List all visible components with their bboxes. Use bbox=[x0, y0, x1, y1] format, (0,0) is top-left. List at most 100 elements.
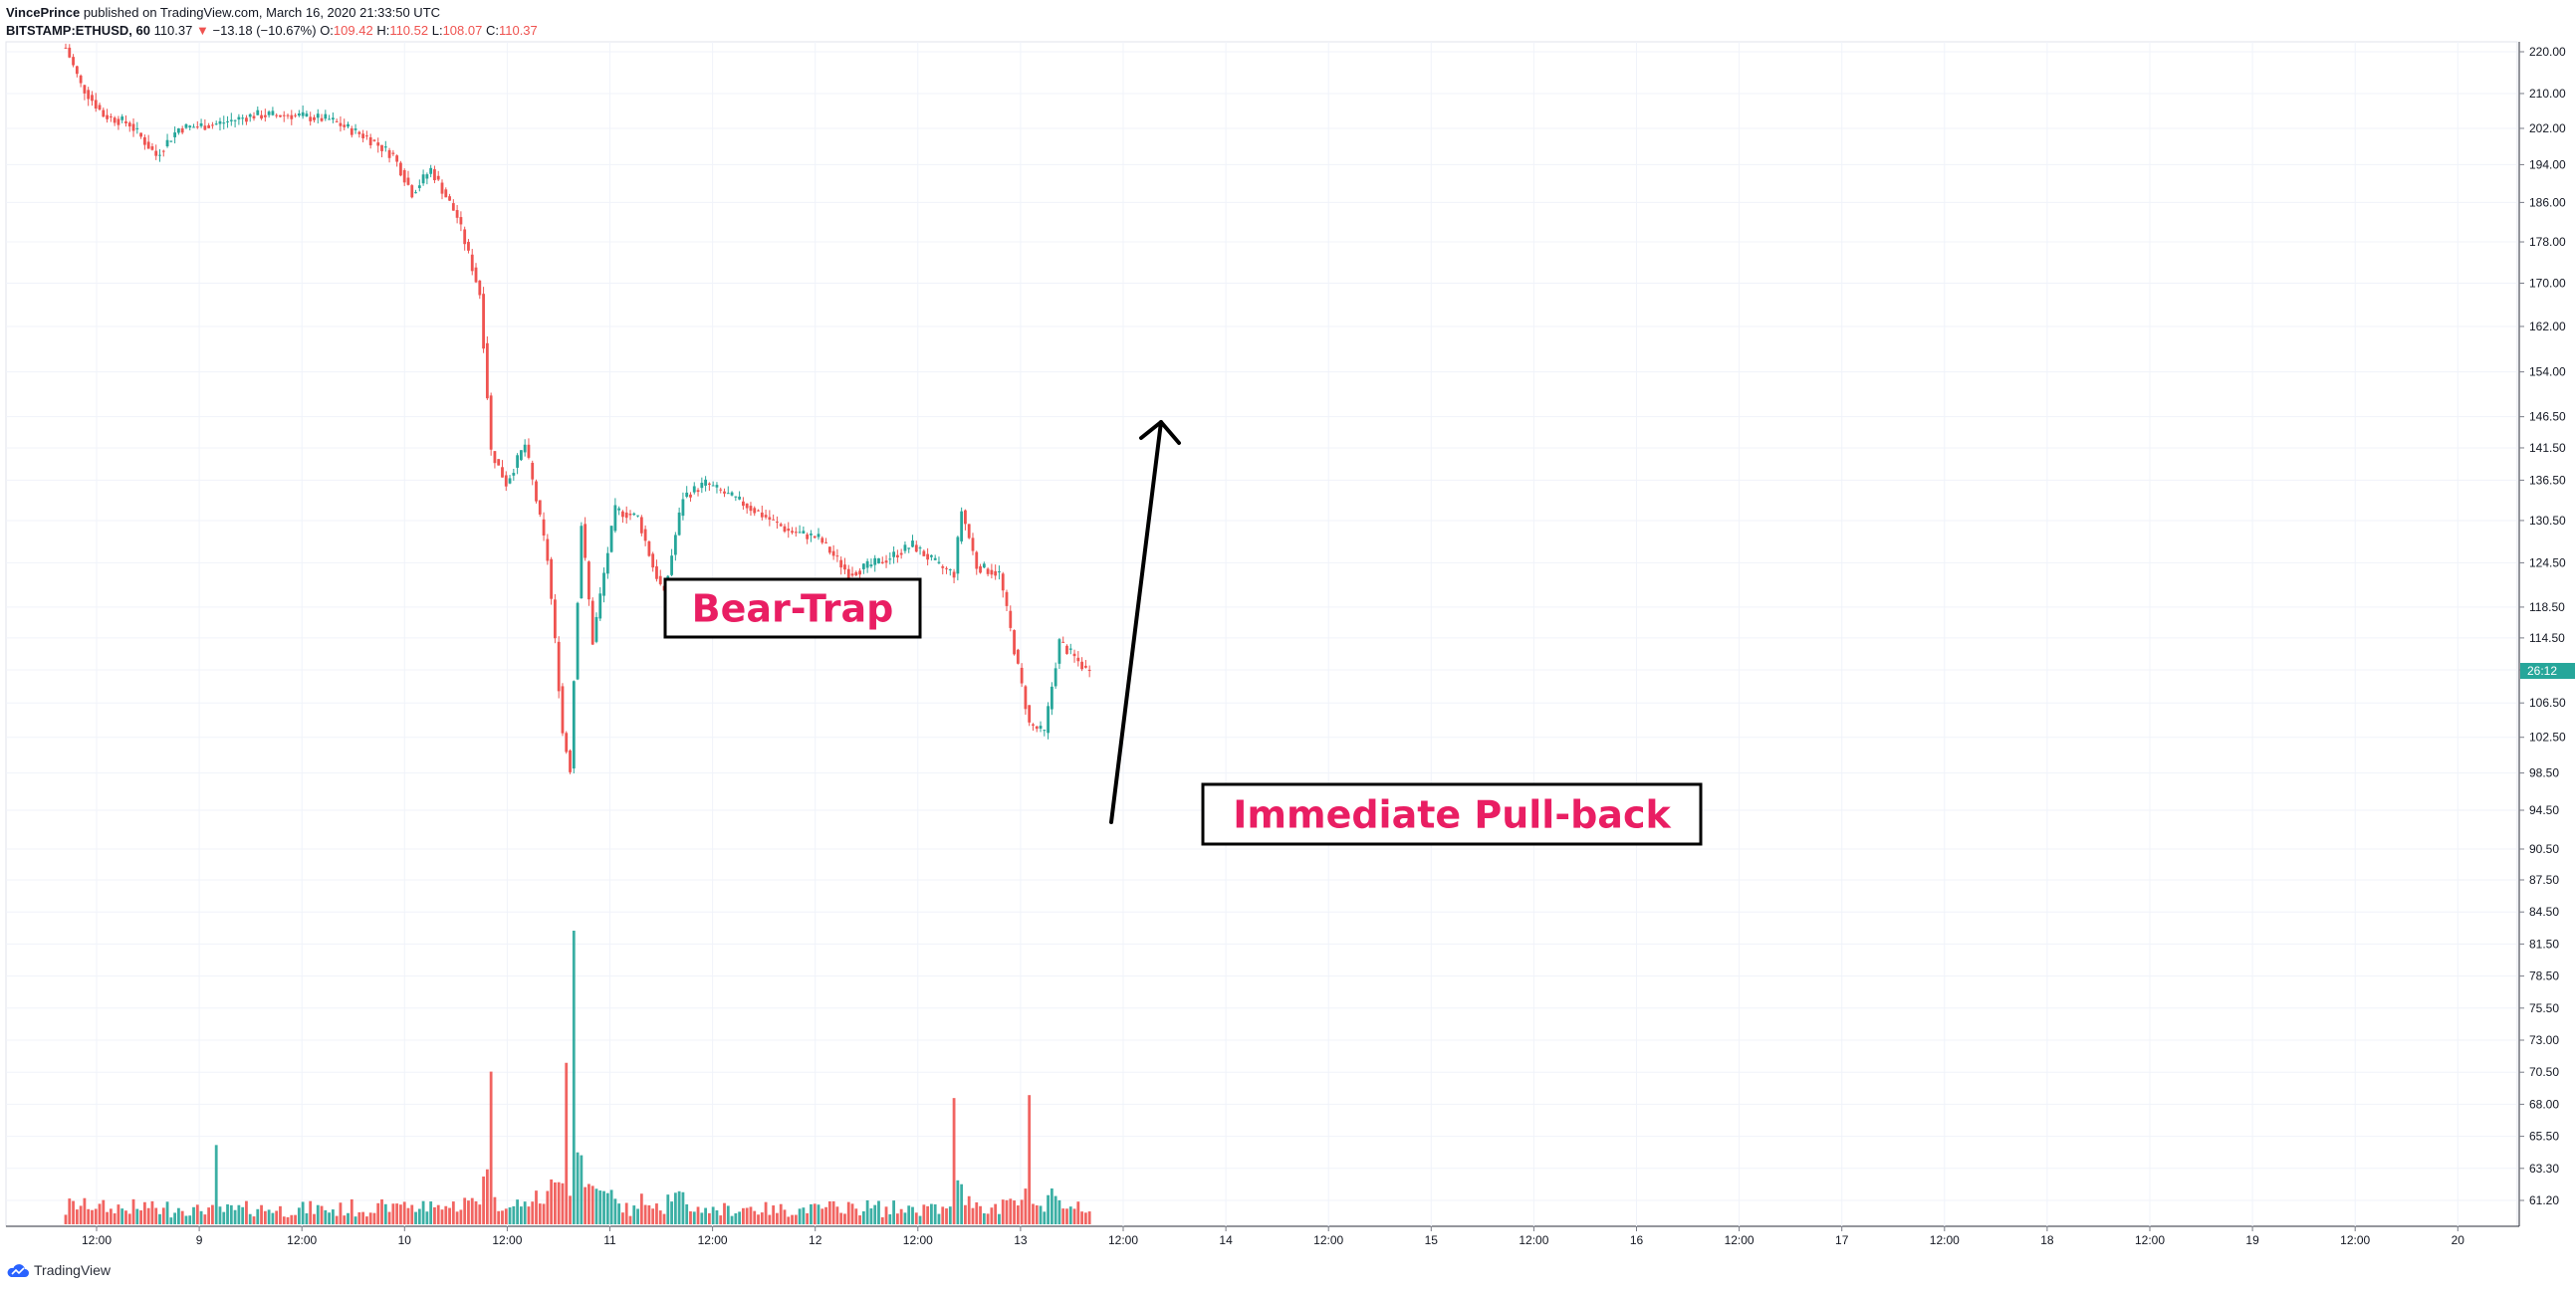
volume-bar bbox=[414, 1211, 417, 1224]
candle-body bbox=[776, 522, 779, 524]
candle-body bbox=[715, 485, 719, 488]
candle-body bbox=[561, 686, 565, 734]
candle-body bbox=[214, 123, 218, 125]
candle-body bbox=[1039, 726, 1043, 729]
y-tick-label: 63.30 bbox=[2529, 1162, 2559, 1176]
candle-body bbox=[1076, 657, 1080, 662]
volume-bar bbox=[964, 1204, 967, 1224]
pullback-arrow-shaft[interactable] bbox=[1109, 420, 1163, 824]
volume-bar bbox=[899, 1208, 903, 1224]
candle-body bbox=[1024, 686, 1028, 710]
candle-body bbox=[519, 450, 523, 461]
candle-body bbox=[282, 114, 286, 116]
candle-body bbox=[347, 123, 350, 127]
candle-body bbox=[827, 546, 831, 553]
tradingview-footer[interactable]: TradingView bbox=[6, 1262, 111, 1278]
candle-body bbox=[1005, 591, 1009, 606]
volume-bar bbox=[1054, 1195, 1057, 1224]
y-tick-label: 194.00 bbox=[2529, 157, 2566, 171]
volume-bar bbox=[512, 1205, 516, 1224]
candle-body bbox=[482, 294, 485, 349]
volume-bar bbox=[734, 1212, 738, 1224]
low-value: 108.07 bbox=[442, 23, 483, 38]
candle-body bbox=[802, 531, 806, 534]
candle-body bbox=[550, 558, 554, 599]
candle-body bbox=[523, 444, 527, 453]
candle-body bbox=[158, 154, 161, 156]
candle-body bbox=[689, 494, 692, 498]
volume-bar bbox=[624, 1202, 628, 1224]
volume-bar bbox=[1087, 1211, 1091, 1224]
candle-body bbox=[820, 538, 824, 543]
volume-bar bbox=[557, 1182, 561, 1224]
candle-body bbox=[339, 122, 343, 126]
close-label: C: bbox=[485, 23, 499, 38]
volume-bar bbox=[376, 1202, 380, 1224]
candle-body bbox=[207, 124, 211, 128]
open-value: 109.42 bbox=[333, 23, 373, 38]
volume-bar bbox=[598, 1190, 602, 1224]
volume-bar bbox=[117, 1204, 120, 1224]
candle-body bbox=[368, 136, 372, 145]
volume-bar bbox=[1013, 1200, 1016, 1224]
candle-body bbox=[79, 75, 83, 84]
volume-bar bbox=[639, 1193, 643, 1224]
countdown-price-marker bbox=[2520, 663, 2575, 680]
candle-body bbox=[636, 515, 639, 517]
volume-bar bbox=[926, 1205, 930, 1224]
volume-bar bbox=[501, 1210, 504, 1224]
last-price: 110.37 bbox=[153, 23, 193, 38]
annotation-box-bear-trap[interactable] bbox=[663, 577, 922, 639]
volume-bar bbox=[535, 1190, 538, 1224]
volume-bar bbox=[998, 1213, 1001, 1224]
volume-bar bbox=[241, 1206, 245, 1224]
candle-body bbox=[843, 564, 846, 570]
candle-body bbox=[199, 122, 203, 126]
candle-body bbox=[975, 551, 979, 569]
candle-body bbox=[798, 532, 802, 534]
volume-bar bbox=[188, 1215, 192, 1224]
candle-body bbox=[787, 529, 791, 532]
candle-body bbox=[590, 600, 594, 645]
volume-bar bbox=[79, 1205, 83, 1224]
candle-body bbox=[764, 515, 768, 518]
volume-bar bbox=[444, 1205, 448, 1224]
candle-body bbox=[331, 117, 335, 120]
candle-body bbox=[1028, 705, 1032, 723]
candle-body bbox=[169, 140, 173, 142]
low-label: L: bbox=[431, 23, 443, 38]
candle-body bbox=[704, 479, 707, 486]
volume-bar bbox=[572, 931, 576, 1224]
candle-body bbox=[846, 568, 850, 579]
volume-bar bbox=[410, 1204, 414, 1224]
symbol-label[interactable]: BITSTAMP:ETHUSD, 60 bbox=[6, 23, 150, 38]
candle-body bbox=[177, 128, 180, 133]
candle-body bbox=[139, 132, 142, 137]
candle-body bbox=[188, 125, 192, 128]
candle-body bbox=[753, 508, 757, 514]
volume-bar bbox=[527, 1206, 531, 1224]
annotation-box-pullback[interactable] bbox=[1201, 782, 1703, 846]
candle-body bbox=[1083, 665, 1087, 668]
volume-bar bbox=[764, 1201, 768, 1224]
volume-bar bbox=[1057, 1199, 1061, 1224]
x-tick-label: 13 bbox=[1014, 1233, 1028, 1247]
volume-bar bbox=[937, 1213, 941, 1224]
candle-body bbox=[241, 117, 245, 119]
volume-bar bbox=[587, 1183, 590, 1224]
y-tick-label: 220.00 bbox=[2529, 45, 2566, 59]
candle-body bbox=[1054, 668, 1057, 687]
volume-bar bbox=[922, 1204, 926, 1224]
volume-bar bbox=[211, 1204, 214, 1224]
x-tick-label: 12:00 bbox=[903, 1233, 933, 1247]
volume-bar bbox=[139, 1210, 142, 1224]
candle-body bbox=[120, 116, 124, 120]
candle-body bbox=[203, 125, 207, 130]
candle-body bbox=[677, 512, 681, 536]
volume-bar bbox=[651, 1208, 655, 1224]
volume-bar bbox=[290, 1214, 294, 1224]
candle-body bbox=[903, 544, 907, 551]
author-name[interactable]: VincePrince bbox=[6, 5, 81, 20]
candle-body bbox=[613, 505, 617, 532]
